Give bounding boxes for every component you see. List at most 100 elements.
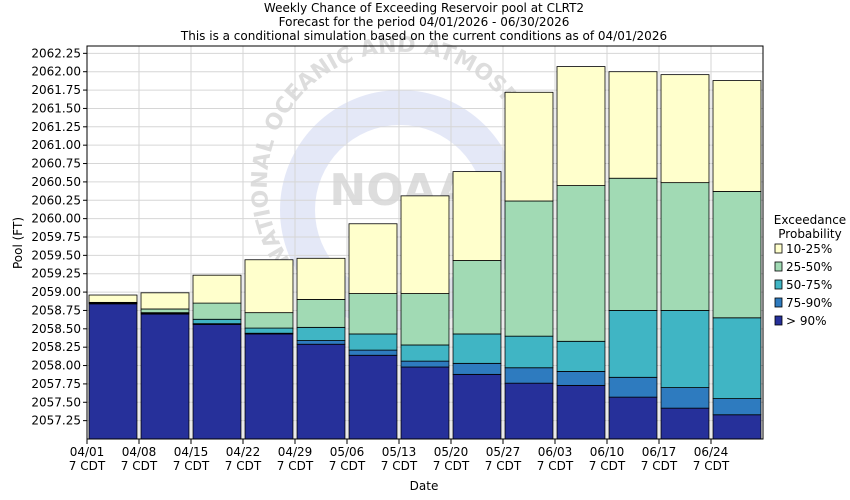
bar-segment-90-04-29 <box>296 343 346 440</box>
bar-segment-90-05-27 <box>504 382 554 440</box>
chart-title-line: Forecast for the period 04/01/2026 - 06/… <box>279 15 570 29</box>
bar-segment-75-90-05-13 <box>400 360 450 368</box>
bar-segment-90-05-20 <box>452 373 502 440</box>
bar-segment-75-90-04-29 <box>296 340 346 345</box>
chart-title-line: This is a conditional simulation based o… <box>180 29 667 43</box>
y-tick-label: 2058.00 <box>31 359 81 373</box>
legend-swatch <box>774 297 783 308</box>
bar-segment-90-04-15 <box>192 324 242 440</box>
legend-label: 75-90% <box>786 296 832 310</box>
chart-title: Weekly Chance of Exceeding Reservoir poo… <box>180 1 667 43</box>
bar-segment-75-90-06-17 <box>660 387 710 409</box>
watermark-logo: NOAA <box>329 165 470 216</box>
y-tick-label: 2060.25 <box>31 193 81 207</box>
bar-segment-25-50-05-20 <box>452 260 502 335</box>
legend-label: 10-25% <box>786 242 832 256</box>
x-tick-label-date: 05/06 <box>330 445 365 459</box>
bar-segment-50-75-04-15 <box>192 318 242 325</box>
bar-segment-50-75-06-17 <box>660 310 710 388</box>
x-tick-label-tz: 7 CDT <box>173 459 210 473</box>
bar-segment-50-75-05-27 <box>504 335 554 369</box>
y-axis-label: Pool (FT) <box>11 217 25 269</box>
y-tick-label: 2057.75 <box>31 377 81 391</box>
x-axis-label: Date <box>410 479 439 493</box>
bar-segment-25-50-04-08 <box>140 308 190 314</box>
y-tick-label: 2061.00 <box>31 138 81 152</box>
legend-swatch <box>774 261 783 272</box>
x-tick-label-date: 05/20 <box>434 445 469 459</box>
bar-segment-25-50-05-13 <box>400 293 450 346</box>
x-tick-label-date: 06/10 <box>590 445 625 459</box>
bar-segment-90-05-06 <box>348 354 398 440</box>
x-tick-label-date: 04/08 <box>122 445 157 459</box>
y-tick-label: 2060.00 <box>31 212 81 226</box>
bar-segment-90-04-01 <box>88 303 138 440</box>
bar-segment-25-50-04-22 <box>244 312 294 329</box>
bar-segment-25-50-05-27 <box>504 200 554 337</box>
bar-segment-90-06-24 <box>712 414 762 440</box>
bar-segment-90-06-10 <box>608 396 658 440</box>
x-tick-label-date: 05/27 <box>486 445 521 459</box>
x-tick-label-tz: 7 CDT <box>537 459 574 473</box>
y-tick-label: 2061.50 <box>31 101 81 115</box>
x-tick-label-tz: 7 CDT <box>329 459 366 473</box>
y-tick-label: 2061.75 <box>31 83 81 97</box>
y-tick-label: 2062.00 <box>31 65 81 79</box>
y-tick-label: 2058.75 <box>31 303 81 317</box>
bar-segment-10-25-04-01 <box>88 294 138 303</box>
bar-segment-10-25-04-22 <box>244 259 294 314</box>
bar-segment-75-90-06-10 <box>608 376 658 398</box>
bar-segment-25-50-06-10 <box>608 177 658 311</box>
bar-segment-50-75-06-03 <box>556 340 606 372</box>
bar-segment-50-75-06-10 <box>608 310 658 378</box>
x-tick-label-tz: 7 CDT <box>121 459 158 473</box>
bar-segment-90-04-08 <box>140 313 190 440</box>
y-tick-label: 2060.75 <box>31 157 81 171</box>
bar-segment-90-06-17 <box>660 407 710 440</box>
bar-segment-10-25-04-08 <box>140 292 190 310</box>
bar-segment-10-25-06-10 <box>608 71 658 179</box>
x-tick-label-tz: 7 CDT <box>641 459 678 473</box>
legend-label: > 90% <box>786 314 827 328</box>
y-tick-label: 2060.50 <box>31 175 81 189</box>
bar-segment-10-25-05-13 <box>400 195 450 294</box>
y-tick-label: 2059.75 <box>31 230 81 244</box>
bar-segment-75-90-05-06 <box>348 349 398 356</box>
bar-segment-50-75-04-29 <box>296 326 346 341</box>
bar-segment-10-25-05-06 <box>348 223 398 294</box>
bar-segment-75-90-05-27 <box>504 367 554 384</box>
x-tick-label-date: 04/01 <box>70 445 105 459</box>
legend-swatch <box>774 279 783 290</box>
bar-segment-10-25-06-17 <box>660 74 710 184</box>
y-tick-label: 2062.25 <box>31 46 81 60</box>
chart-title-line: Weekly Chance of Exceeding Reservoir poo… <box>264 1 584 15</box>
bar-segment-90-06-03 <box>556 384 606 440</box>
y-tick-label: 2061.25 <box>31 120 81 134</box>
bar-segment-50-75-06-24 <box>712 317 762 399</box>
x-tick-label-date: 06/24 <box>694 445 729 459</box>
x-tick-label-tz: 7 CDT <box>485 459 522 473</box>
x-tick-label-tz: 7 CDT <box>381 459 418 473</box>
x-tick-label-tz: 7 CDT <box>589 459 626 473</box>
bar-segment-50-75-04-22 <box>244 327 294 334</box>
legend-title: Probability <box>778 227 841 241</box>
y-tick-label: 2059.25 <box>31 267 81 281</box>
bar-segment-75-90-06-24 <box>712 398 762 416</box>
bar-segment-10-25-06-03 <box>556 66 606 186</box>
bar-segment-75-90-06-03 <box>556 371 606 386</box>
bar-segment-50-75-05-20 <box>452 333 502 364</box>
bar-segment-75-90-05-20 <box>452 362 502 375</box>
legend-swatch <box>774 243 783 254</box>
plot-frame <box>86 45 764 440</box>
x-tick-label-date: 04/22 <box>226 445 261 459</box>
x-tick-label-tz: 7 CDT <box>277 459 314 473</box>
y-tick-label: 2057.50 <box>31 395 81 409</box>
y-tick-label: 2057.25 <box>31 414 81 428</box>
bar-segment-25-50-04-29 <box>296 299 346 328</box>
bar-segment-25-50-06-17 <box>660 182 710 311</box>
bar-segment-90-05-13 <box>400 366 450 440</box>
bar-segment-25-50-06-03 <box>556 185 606 342</box>
legend-swatch <box>774 315 783 326</box>
